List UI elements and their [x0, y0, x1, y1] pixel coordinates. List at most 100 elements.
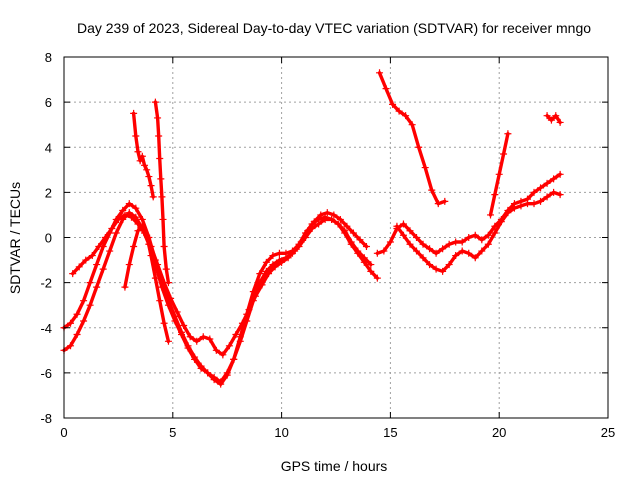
data-point: [421, 164, 429, 172]
data-point: [367, 267, 375, 275]
x-tick-label: 25: [601, 425, 615, 440]
data-point: [145, 173, 153, 181]
data-point: [154, 261, 162, 269]
data-point: [471, 231, 479, 239]
data-point: [258, 281, 266, 289]
data-point: [465, 249, 473, 257]
data-point: [315, 220, 323, 228]
data-point: [127, 213, 135, 221]
data-point: [101, 234, 109, 241]
data-point: [413, 234, 421, 241]
series-line-arc-7: [377, 71, 447, 206]
x-axis-label: GPS time / hours: [281, 458, 388, 474]
data-point: [419, 240, 427, 248]
data-point: [223, 369, 231, 377]
data-point: [262, 258, 270, 266]
data-point: [380, 247, 388, 255]
data-point: [284, 254, 292, 262]
series-arc-7: [376, 69, 449, 208]
x-tick-label: 15: [383, 425, 397, 440]
y-tick-label: -4: [40, 321, 52, 336]
data-point: [543, 179, 551, 187]
data-point: [297, 238, 305, 246]
data-point: [419, 254, 427, 262]
data-point: [354, 247, 362, 255]
series-arc-8: [373, 170, 564, 257]
data-point: [69, 270, 77, 278]
data-point: [550, 188, 558, 196]
x-tick-label: 0: [60, 425, 67, 440]
data-point: [278, 258, 286, 266]
data-point: [265, 270, 273, 278]
data-point: [138, 222, 146, 230]
data-point: [138, 152, 146, 160]
data-point: [151, 98, 159, 106]
data-point: [504, 209, 512, 217]
data-point: [395, 107, 403, 115]
data-point: [432, 249, 440, 257]
data-point: [406, 240, 414, 248]
data-point: [491, 191, 499, 199]
data-point: [291, 247, 299, 255]
data-point: [408, 121, 416, 129]
y-axis-label: SDTVAR / TECUs: [7, 182, 23, 294]
data-point: [134, 148, 142, 156]
data-point: [251, 292, 259, 300]
data-point: [132, 204, 140, 212]
data-point: [230, 355, 238, 363]
data-point: [134, 220, 142, 228]
series-arc-10: [486, 130, 512, 219]
data-point: [245, 306, 253, 314]
data-point: [114, 215, 122, 223]
data-point: [232, 331, 240, 339]
data-point: [360, 254, 368, 262]
data-point: [125, 200, 133, 208]
data-point: [445, 240, 453, 248]
data-point: [343, 222, 351, 230]
data-point: [367, 261, 375, 269]
data-point: [317, 211, 325, 219]
data-point: [556, 191, 564, 199]
data-point: [132, 132, 140, 140]
data-point: [86, 279, 94, 287]
data-point: [543, 193, 551, 201]
data-point: [197, 364, 205, 372]
y-tick-label: 6: [45, 95, 52, 110]
data-point: [330, 211, 338, 219]
data-point: [478, 236, 486, 244]
data-point: [151, 274, 159, 282]
data-point: [155, 132, 163, 140]
data-point: [441, 197, 449, 205]
data-point: [73, 310, 81, 318]
data-point: [206, 335, 214, 343]
data-point: [269, 252, 277, 260]
data-point: [80, 317, 88, 325]
data-point: [125, 261, 133, 269]
y-tick-label: 0: [45, 231, 52, 246]
data-point: [495, 170, 503, 178]
data-point: [271, 263, 279, 271]
data-series: [60, 69, 564, 388]
data-point: [141, 161, 149, 169]
data-point: [225, 342, 233, 350]
data-point: [426, 245, 434, 253]
data-point: [471, 254, 479, 262]
data-point: [323, 209, 331, 217]
y-tick-label: 4: [45, 140, 52, 155]
data-point: [321, 215, 329, 223]
data-point: [75, 263, 83, 271]
data-point: [426, 261, 434, 269]
series-line-arc-5: [131, 111, 155, 199]
data-point: [149, 193, 157, 201]
data-point: [93, 261, 101, 269]
data-point: [93, 283, 101, 291]
data-point: [406, 227, 414, 235]
data-point: [537, 184, 545, 192]
data-point: [517, 202, 525, 210]
data-point: [439, 267, 447, 275]
data-point: [393, 222, 401, 230]
data-point: [452, 238, 460, 246]
data-point: [336, 215, 344, 223]
data-point: [543, 112, 551, 120]
